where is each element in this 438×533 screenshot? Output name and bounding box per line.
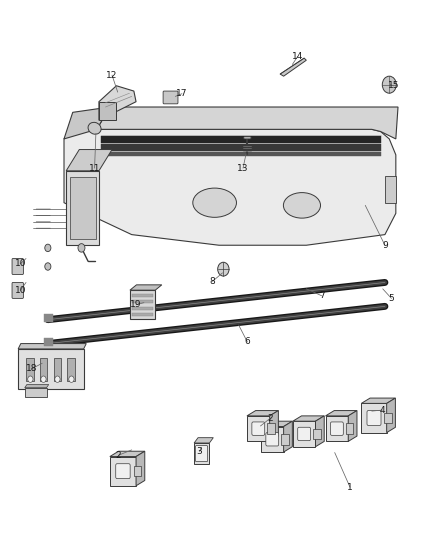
Text: 14: 14 (292, 52, 303, 61)
Polygon shape (134, 466, 141, 477)
Circle shape (28, 376, 33, 382)
Polygon shape (64, 107, 110, 139)
Polygon shape (361, 403, 387, 433)
Polygon shape (261, 421, 292, 426)
FancyBboxPatch shape (252, 422, 265, 435)
Text: 9: 9 (382, 241, 388, 250)
Bar (26, 359, 34, 381)
Polygon shape (313, 429, 321, 439)
Polygon shape (385, 176, 396, 203)
Circle shape (45, 244, 51, 252)
Text: 1: 1 (347, 482, 353, 491)
Polygon shape (44, 314, 53, 322)
Polygon shape (244, 137, 251, 139)
FancyBboxPatch shape (298, 427, 311, 441)
Text: 7: 7 (319, 291, 325, 300)
Circle shape (45, 263, 51, 270)
Polygon shape (293, 421, 315, 447)
FancyBboxPatch shape (266, 433, 279, 446)
Polygon shape (101, 152, 381, 157)
Text: 17: 17 (176, 89, 187, 98)
Polygon shape (284, 421, 292, 452)
Circle shape (382, 76, 396, 93)
Text: 2: 2 (268, 414, 273, 423)
Polygon shape (247, 410, 279, 416)
Polygon shape (130, 285, 162, 290)
Circle shape (41, 376, 46, 382)
FancyBboxPatch shape (163, 91, 178, 104)
Polygon shape (194, 438, 213, 443)
FancyBboxPatch shape (12, 282, 23, 298)
Ellipse shape (193, 188, 237, 217)
Text: 3: 3 (197, 447, 202, 456)
Polygon shape (268, 423, 275, 434)
Text: 12: 12 (106, 70, 118, 79)
Text: 4: 4 (380, 406, 385, 415)
Polygon shape (132, 300, 153, 303)
FancyBboxPatch shape (12, 259, 23, 274)
Text: 18: 18 (26, 364, 38, 373)
Ellipse shape (283, 192, 321, 218)
Polygon shape (385, 413, 392, 423)
Polygon shape (25, 384, 49, 387)
Polygon shape (247, 416, 270, 441)
Polygon shape (132, 306, 153, 310)
Polygon shape (325, 416, 348, 441)
Polygon shape (280, 58, 306, 76)
Text: 19: 19 (130, 300, 142, 309)
Polygon shape (293, 416, 324, 421)
Polygon shape (110, 457, 136, 486)
Text: 8: 8 (209, 277, 215, 286)
Polygon shape (64, 127, 396, 245)
Polygon shape (348, 410, 357, 441)
Polygon shape (66, 171, 99, 245)
Bar (39, 359, 47, 381)
Polygon shape (101, 144, 381, 151)
Ellipse shape (88, 123, 101, 134)
Text: 10: 10 (14, 286, 26, 295)
Bar (67, 359, 75, 381)
Circle shape (69, 376, 74, 382)
Polygon shape (361, 398, 396, 403)
Polygon shape (282, 434, 289, 445)
Polygon shape (261, 426, 284, 452)
Polygon shape (194, 443, 209, 464)
Text: 13: 13 (237, 164, 249, 173)
Polygon shape (70, 177, 96, 239)
Circle shape (218, 262, 229, 276)
Polygon shape (99, 86, 136, 120)
Polygon shape (132, 294, 153, 297)
Text: 15: 15 (388, 81, 399, 90)
Polygon shape (270, 410, 279, 441)
Text: 6: 6 (244, 337, 250, 346)
Polygon shape (18, 349, 84, 389)
FancyBboxPatch shape (330, 422, 343, 435)
Polygon shape (99, 102, 117, 120)
FancyBboxPatch shape (116, 464, 130, 479)
Polygon shape (325, 410, 357, 416)
Text: 2: 2 (116, 451, 121, 460)
Text: 5: 5 (389, 294, 394, 303)
Polygon shape (136, 451, 145, 486)
Polygon shape (44, 338, 53, 346)
Polygon shape (346, 423, 353, 434)
Polygon shape (130, 290, 155, 319)
Text: 10: 10 (14, 260, 26, 268)
FancyBboxPatch shape (367, 410, 381, 425)
Polygon shape (387, 398, 396, 433)
Circle shape (55, 376, 60, 382)
Polygon shape (101, 136, 381, 143)
Polygon shape (97, 107, 398, 139)
Circle shape (78, 244, 85, 252)
Polygon shape (66, 150, 112, 171)
Polygon shape (18, 344, 86, 349)
Polygon shape (25, 387, 46, 397)
Bar (53, 359, 61, 381)
Polygon shape (132, 313, 153, 316)
Polygon shape (315, 416, 324, 447)
Text: 11: 11 (89, 164, 100, 173)
Polygon shape (110, 451, 145, 457)
FancyBboxPatch shape (195, 446, 208, 462)
